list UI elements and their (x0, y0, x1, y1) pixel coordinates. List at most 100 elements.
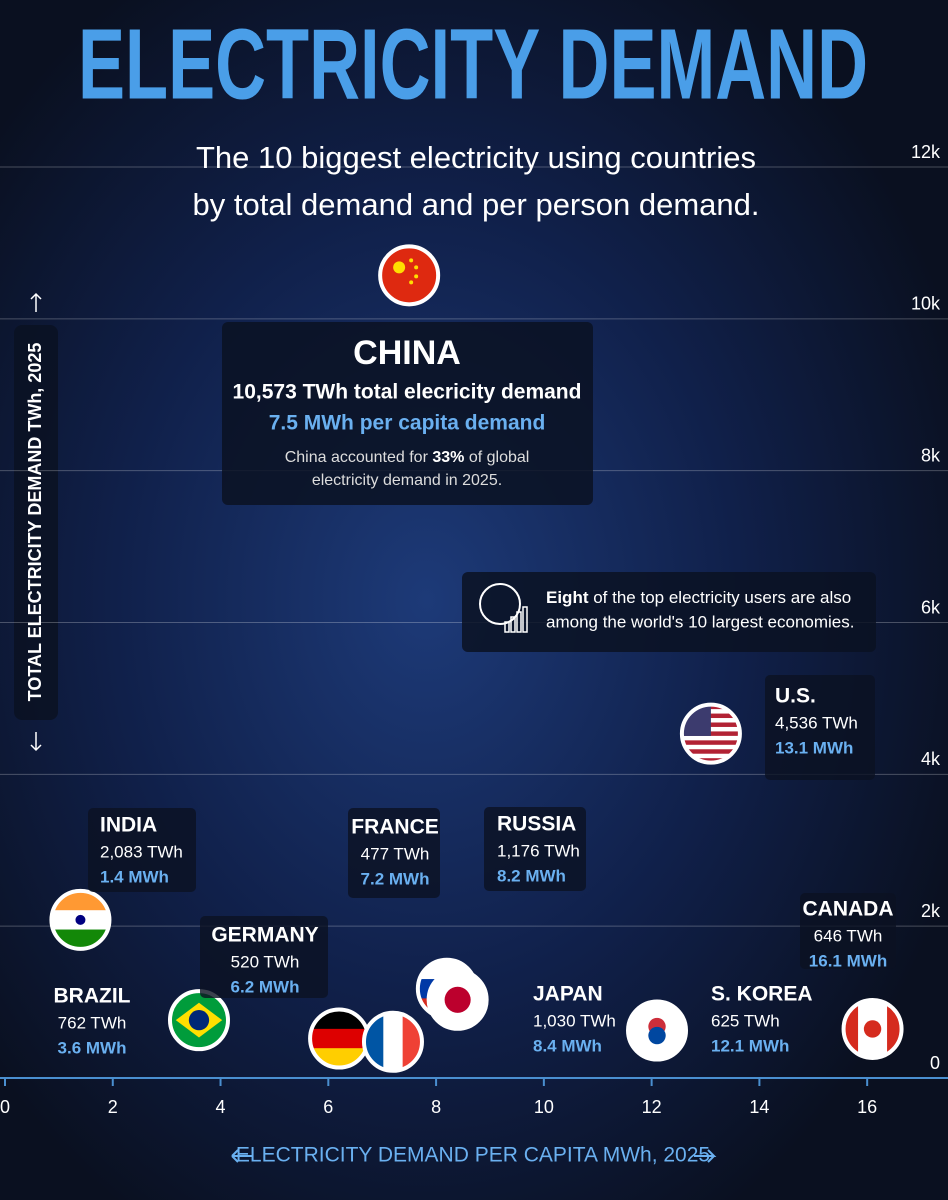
label-box (88, 808, 196, 892)
flag-part (383, 1012, 404, 1071)
x-axis-title: ELECTRICITY DEMAND PER CAPITA MWh, 2025 (231, 1144, 717, 1167)
per-capita-label: 6.2 MWh (231, 977, 300, 996)
label-box (765, 675, 875, 780)
per-capita-label: 16.1 MWh (809, 951, 887, 970)
callout-box (222, 322, 593, 505)
y-tick-label: 12k (911, 142, 941, 162)
note-text: among the world's 10 largest economies. (546, 612, 854, 631)
x-axis-label: ELECTRICITY DEMAND PER CAPITA MWh, 2025 (236, 1144, 710, 1167)
country-name: CHINA (353, 334, 461, 372)
x-tick-label: 10 (534, 1097, 554, 1117)
flag-part (188, 1010, 210, 1031)
icon-bar (504, 621, 510, 633)
flag-border (679, 702, 742, 765)
country-name: FRANCE (351, 816, 439, 839)
country-name: S. KOREA (711, 983, 813, 1006)
flag-art (843, 999, 902, 1058)
total-label: 1,176 TWh (497, 841, 580, 860)
x-tick-label: 2 (108, 1097, 118, 1117)
flag-border (49, 888, 112, 951)
data-point (167, 989, 230, 1052)
flag-part (681, 758, 740, 763)
y-tick-label: 6k (921, 597, 941, 617)
total-label: 477 TWh (361, 844, 430, 863)
country-name: JAPAN (533, 983, 603, 1006)
data-point (49, 888, 112, 951)
flag-part (681, 740, 740, 746)
flag-part (648, 1026, 666, 1045)
icon-globe (479, 583, 521, 625)
country-name: RUSSIA (497, 813, 576, 836)
y-tick-label: 10k (911, 294, 941, 314)
total-label: 10,573 TWh total elecricity demand (233, 381, 582, 404)
country-name: INDIA (100, 814, 157, 837)
label-box (200, 916, 328, 998)
total-label: 762 TWh (58, 1013, 127, 1032)
country-name: GERMANY (211, 924, 318, 947)
x-tick-label: 8 (431, 1097, 441, 1117)
axis-arrows (30, 292, 42, 752)
flag-part (863, 1020, 882, 1038)
y-tick-label: 8k (921, 445, 941, 465)
flag-part (414, 274, 419, 279)
x-tick-label: 4 (216, 1097, 226, 1117)
data-point (361, 1010, 424, 1073)
y-tick-label: 4k (921, 749, 941, 769)
per-capita-label: 3.6 MWh (58, 1038, 127, 1057)
note-bold: 33% (432, 449, 464, 466)
flag-part (681, 735, 740, 741)
note-regular: of global (464, 449, 529, 466)
x-tick-label: 14 (749, 1097, 769, 1117)
y-tick-label: 0 (930, 1053, 940, 1073)
economy-icon (479, 583, 528, 633)
y-axis-label: TOTAL ELECTRICITY DEMAND TWh, 2025 (25, 343, 45, 702)
flag-art (681, 704, 740, 763)
flag-border (426, 968, 489, 1031)
flag-part (681, 744, 740, 750)
flag-part (409, 280, 414, 285)
flag-border (361, 1010, 424, 1073)
label-box (800, 893, 896, 969)
flag-border (378, 244, 441, 307)
total-label: 625 TWh (711, 1011, 780, 1030)
total-label: 1,030 TWh (533, 1011, 616, 1030)
data-point (841, 997, 904, 1060)
icon-bar (510, 616, 516, 633)
total-label: 2,083 TWh (100, 842, 183, 861)
total-label: 520 TWh (231, 952, 300, 971)
chart-title: ELECTRICITY DEMAND (78, 8, 868, 120)
flag-part (444, 986, 471, 1013)
axis-arrows (231, 1149, 717, 1163)
x-tick-label: 6 (323, 1097, 333, 1117)
data-point (426, 968, 489, 1031)
flag-part (310, 1028, 369, 1049)
note-text: Eight of the top electricity users are a… (546, 588, 851, 607)
data-point (308, 1007, 371, 1070)
y-axis-title: TOTAL ELECTRICITY DEMAND TWh, 2025 (14, 292, 58, 752)
note-regular: China accounted for (285, 449, 433, 466)
china-note: China accounted for 33% of global (285, 449, 530, 466)
per-capita-label: 1.4 MWh (100, 867, 169, 886)
flag-border (841, 997, 904, 1060)
flag-part (75, 914, 86, 925)
flag-part (681, 749, 740, 755)
per-capita-label: 7.2 MWh (361, 869, 430, 888)
country-name: CANADA (803, 898, 894, 921)
per-capita-label: 7.5 MWh per capita demand (269, 412, 546, 435)
flag-part (414, 265, 419, 270)
flag-part (393, 261, 406, 274)
x-tick-label: 12 (642, 1097, 662, 1117)
x-tick-label: 0 (0, 1097, 10, 1117)
data-point (626, 999, 689, 1062)
per-capita-label: 8.4 MWh (533, 1036, 602, 1055)
label-box (484, 807, 586, 891)
x-tick-label: 16 (857, 1097, 877, 1117)
subtitle: by total demand and per person demand. (193, 187, 760, 222)
total-label: 646 TWh (814, 926, 883, 945)
subtitle: The 10 biggest electricity using countri… (196, 140, 756, 175)
flag-part (409, 258, 414, 263)
flag-part (681, 753, 740, 759)
country-name: U.S. (775, 685, 816, 708)
